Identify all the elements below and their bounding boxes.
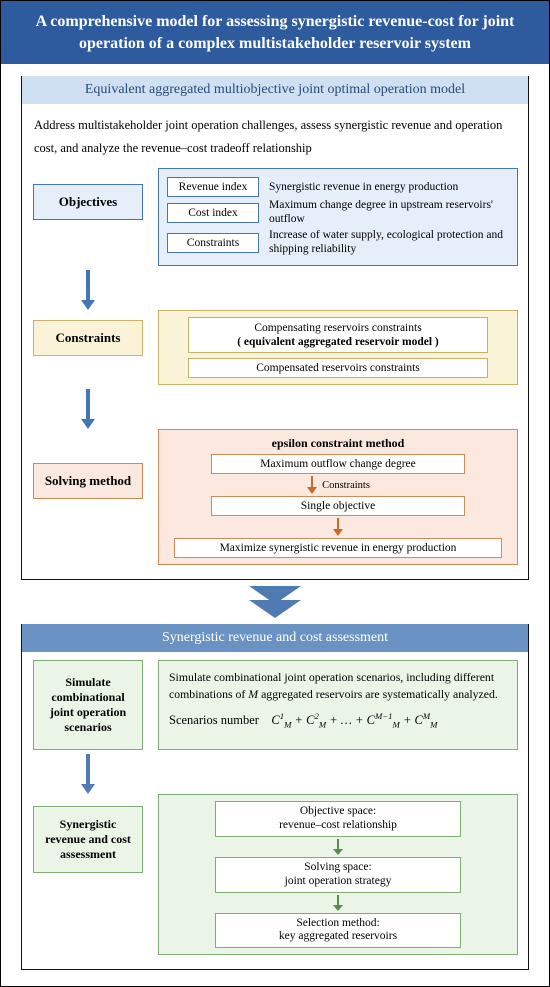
arrow-down-icon <box>306 476 318 494</box>
simulate-label: Simulate combinational joint operation s… <box>33 660 143 750</box>
arrow-panel1-to-panel2 <box>21 586 529 620</box>
assessment-step3: Selection method:key aggregated reservoi… <box>215 913 461 949</box>
solving-label: Solving method <box>33 463 143 499</box>
panel-assessment-title: Synergistic revenue and cost assessment <box>22 624 528 652</box>
arrow-down-icon <box>78 389 98 429</box>
assessment-step1: Objective space:revenue–cost relationshi… <box>215 801 461 837</box>
panel-model: Equivalent aggregated multiobjective joi… <box>21 76 529 580</box>
simulate-formula: Scenarios number C1M + C2M + … + CM−1M +… <box>169 710 507 731</box>
objectives-row: Objectives Revenue index Synergistic rev… <box>32 168 518 265</box>
objective-text-constraints: Increase of water supply, ecological pro… <box>269 229 509 257</box>
solving-group: epsilon constraint method Maximum outflo… <box>158 429 518 565</box>
solving-step2: Single objective <box>211 496 464 516</box>
constraints-label: Constraints <box>33 320 143 356</box>
objective-text-cost: Maximum change degree in upstream reserv… <box>269 199 509 227</box>
objective-text-revenue: Synergistic revenue in energy production <box>269 181 509 195</box>
solving-step1: Maximum outflow change degree <box>211 454 464 474</box>
panel-assessment: Synergistic revenue and cost assessment … <box>21 624 529 970</box>
arrow-constraints-to-solving <box>32 389 144 429</box>
objective-pill-constraints: Constraints <box>167 233 259 253</box>
assessment-row: Synergistic revenue and cost assessment … <box>32 794 518 955</box>
simulate-group: Simulate combinational joint operation s… <box>158 660 518 750</box>
simulate-row: Simulate combinational joint operation s… <box>32 660 518 750</box>
constraint-compensated: Compensated reservoirs constraints <box>188 358 489 378</box>
arrow-down-icon <box>332 895 344 911</box>
assessment-label: Synergistic revenue and cost assessment <box>33 806 143 873</box>
panel-model-title: Equivalent aggregated multiobjective joi… <box>22 76 528 104</box>
arrow-down-icon <box>332 518 344 536</box>
main-title: A comprehensive model for assessing syne… <box>1 1 549 64</box>
arrow-a2-a3 <box>167 895 509 911</box>
objectives-group: Revenue index Synergistic revenue in ene… <box>158 168 518 265</box>
arrow-step2-step3 <box>167 518 509 536</box>
objective-pill-revenue: Revenue index <box>167 177 259 197</box>
arrow-a1-a2 <box>167 839 509 855</box>
solving-heading: epsilon constraint method <box>167 436 509 451</box>
solving-step3: Maximize synergistic revenue in energy p… <box>174 538 502 558</box>
arrow-label-constraints: Constraints <box>322 480 370 491</box>
arrow-down-icon <box>78 270 98 310</box>
assessment-step2: Solving space:joint operation strategy <box>215 857 461 893</box>
constraints-group: Compensating reservoirs constraints ( eq… <box>158 310 518 386</box>
solving-row: Solving method epsilon constraint method… <box>32 429 518 565</box>
arrow-down-icon <box>332 839 344 855</box>
arrow-simulate-to-assessment <box>32 754 144 794</box>
assessment-group: Objective space:revenue–cost relationshi… <box>158 794 518 955</box>
chevron-down-icon <box>249 586 301 620</box>
objective-pill-cost: Cost index <box>167 203 259 223</box>
simulate-text: Simulate combinational joint operation s… <box>169 669 507 703</box>
diagram-root: A comprehensive model for assessing syne… <box>0 0 550 987</box>
constraint-compensating: Compensating reservoirs constraints ( eq… <box>188 317 489 354</box>
arrow-down-icon <box>78 754 98 794</box>
panel-model-desc: Address multistakeholder joint operation… <box>32 112 518 168</box>
arrow-obj-to-constraints <box>32 270 144 310</box>
arrow-step1-step2: Constraints <box>167 476 509 494</box>
constraints-row: Constraints Compensating reservoirs cons… <box>32 310 518 386</box>
objectives-label: Objectives <box>33 184 143 220</box>
